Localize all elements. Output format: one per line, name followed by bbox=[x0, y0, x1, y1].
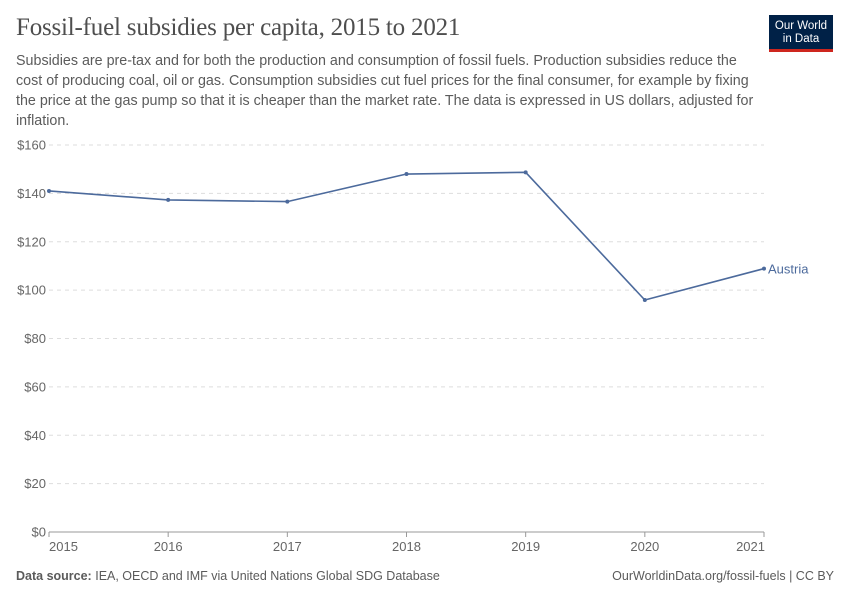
data-point bbox=[762, 266, 766, 271]
owid-logo[interactable]: Our World in Data bbox=[769, 15, 833, 52]
y-tick-label: $160 bbox=[17, 138, 46, 153]
y-tick-label: $40 bbox=[24, 428, 46, 443]
x-tick-label: 2016 bbox=[154, 539, 183, 554]
x-tick-label: 2018 bbox=[392, 539, 421, 554]
data-point bbox=[642, 298, 647, 303]
y-tick-label: $60 bbox=[24, 379, 46, 394]
series-line-austria bbox=[48, 171, 765, 301]
data-point bbox=[285, 199, 290, 204]
license-link[interactable]: OurWorldinData.org/fossil-fuels | CC BY bbox=[612, 569, 834, 583]
y-tick-label: $140 bbox=[17, 186, 46, 201]
series-label: Austria bbox=[768, 262, 809, 277]
source-text: IEA, OECD and IMF via United Nations Glo… bbox=[95, 569, 440, 583]
y-tick-label: $20 bbox=[24, 476, 46, 491]
chart-subtitle: Subsidies are pre-tax and for both the p… bbox=[16, 53, 754, 129]
chart-title: Fossil-fuel subsidies per capita, 2015 t… bbox=[16, 14, 461, 41]
source-label: Data source: bbox=[16, 569, 92, 583]
y-tick-label: $80 bbox=[24, 331, 46, 346]
data-point bbox=[166, 197, 171, 202]
y-tick-label: $0 bbox=[32, 525, 46, 540]
data-point bbox=[523, 170, 528, 175]
data-point bbox=[404, 172, 409, 177]
y-tick-label: $120 bbox=[17, 234, 46, 249]
x-tick-label: 2021 bbox=[736, 539, 765, 554]
x-tick-label: 2020 bbox=[630, 539, 659, 554]
x-tick-label: 2017 bbox=[273, 539, 302, 554]
footer: Data source: IEA, OECD and IMF via Unite… bbox=[16, 569, 834, 583]
x-tick-label: 2015 bbox=[49, 539, 78, 554]
y-tick-label: $100 bbox=[17, 283, 46, 298]
data-point bbox=[47, 188, 51, 193]
x-tick-label: 2019 bbox=[511, 539, 540, 554]
